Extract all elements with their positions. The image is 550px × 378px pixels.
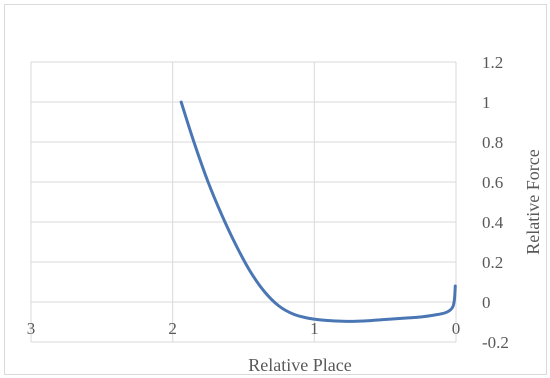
series-group [179, 100, 457, 323]
y-tick-label: 0.2 [482, 253, 503, 272]
series-line [179, 100, 457, 323]
x-tick-label: 3 [27, 319, 36, 338]
y-tick-label: 1 [482, 93, 491, 112]
x-tick-label: 1 [310, 319, 319, 338]
y-tick-labels: 1.2 1 0.8 0.6 0.4 0.2 0 -0.2 [482, 53, 509, 352]
y-tick-label: 1.2 [482, 53, 503, 72]
y-tick-label: 0.6 [482, 173, 503, 192]
y-axis-title: Relative Force [523, 149, 543, 254]
y-tick-label: 0.4 [482, 213, 504, 232]
y-tick-label: -0.2 [482, 333, 509, 352]
x-axis-title: Relative Place [248, 355, 351, 375]
gridlines [30, 61, 457, 343]
x-tick-labels: 3 2 1 0 [27, 319, 461, 338]
x-tick-label: 0 [452, 319, 461, 338]
y-tick-label: 0.8 [482, 133, 503, 152]
x-tick-label: 2 [168, 319, 177, 338]
y-tick-label: 0 [482, 293, 491, 312]
